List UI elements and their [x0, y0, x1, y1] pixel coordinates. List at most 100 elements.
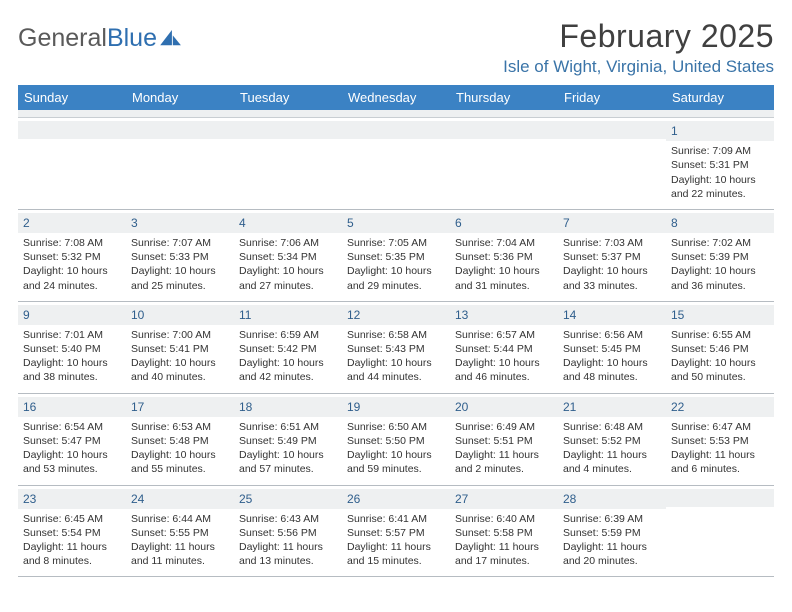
calendar-cell: 28Sunrise: 6:39 AMSunset: 5:59 PMDayligh… [558, 486, 666, 577]
cell-daylight: Daylight: 10 hours and 22 minutes. [671, 173, 769, 201]
logo-text-2: Blue [107, 24, 157, 53]
day-header: Sunday [18, 85, 126, 110]
calendar-cell: 19Sunrise: 6:50 AMSunset: 5:50 PMDayligh… [342, 394, 450, 485]
day-number: 6 [455, 216, 462, 230]
day-number-row: 16 [18, 397, 126, 417]
calendar-cell: 17Sunrise: 6:53 AMSunset: 5:48 PMDayligh… [126, 394, 234, 485]
day-number: 4 [239, 216, 246, 230]
cell-daylight: Daylight: 11 hours and 6 minutes. [671, 448, 769, 476]
day-number-row: 6 [450, 213, 558, 233]
cell-daylight: Daylight: 10 hours and 44 minutes. [347, 356, 445, 384]
month-title: February 2025 [503, 18, 774, 55]
day-number-row: 5 [342, 213, 450, 233]
calendar-header-row: SundayMondayTuesdayWednesdayThursdayFrid… [18, 85, 774, 110]
calendar-cell: 2Sunrise: 7:08 AMSunset: 5:32 PMDaylight… [18, 210, 126, 301]
cell-sunrise: Sunrise: 6:43 AM [239, 512, 337, 526]
calendar-cell: 24Sunrise: 6:44 AMSunset: 5:55 PMDayligh… [126, 486, 234, 577]
calendar-cell: 1Sunrise: 7:09 AMSunset: 5:31 PMDaylight… [666, 118, 774, 209]
cell-sunrise: Sunrise: 6:44 AM [131, 512, 229, 526]
day-number: 21 [563, 400, 576, 414]
cell-sunrise: Sunrise: 6:48 AM [563, 420, 661, 434]
day-number-row [126, 121, 234, 139]
calendar-cell: 25Sunrise: 6:43 AMSunset: 5:56 PMDayligh… [234, 486, 342, 577]
day-number: 26 [347, 492, 360, 506]
calendar-cell: 7Sunrise: 7:03 AMSunset: 5:37 PMDaylight… [558, 210, 666, 301]
cell-daylight: Daylight: 10 hours and 27 minutes. [239, 264, 337, 292]
day-header: Friday [558, 85, 666, 110]
cell-sunset: Sunset: 5:47 PM [23, 434, 121, 448]
title-block: February 2025 Isle of Wight, Virginia, U… [503, 18, 774, 77]
cell-daylight: Daylight: 10 hours and 57 minutes. [239, 448, 337, 476]
cell-sunrise: Sunrise: 6:39 AM [563, 512, 661, 526]
calendar-cell: 12Sunrise: 6:58 AMSunset: 5:43 PMDayligh… [342, 302, 450, 393]
cell-sunrise: Sunrise: 7:03 AM [563, 236, 661, 250]
calendar-week: 23Sunrise: 6:45 AMSunset: 5:54 PMDayligh… [18, 486, 774, 578]
cell-daylight: Daylight: 10 hours and 59 minutes. [347, 448, 445, 476]
cell-sunrise: Sunrise: 6:41 AM [347, 512, 445, 526]
day-number: 18 [239, 400, 252, 414]
day-number: 10 [131, 308, 144, 322]
calendar-cell-empty [234, 118, 342, 209]
day-number-row: 26 [342, 489, 450, 509]
day-number-row: 21 [558, 397, 666, 417]
cell-sunset: Sunset: 5:51 PM [455, 434, 553, 448]
cell-daylight: Daylight: 11 hours and 20 minutes. [563, 540, 661, 568]
calendar-cell: 16Sunrise: 6:54 AMSunset: 5:47 PMDayligh… [18, 394, 126, 485]
cell-sunset: Sunset: 5:55 PM [131, 526, 229, 540]
day-number-row: 22 [666, 397, 774, 417]
cell-sunset: Sunset: 5:56 PM [239, 526, 337, 540]
calendar-cell: 13Sunrise: 6:57 AMSunset: 5:44 PMDayligh… [450, 302, 558, 393]
calendar-cell: 9Sunrise: 7:01 AMSunset: 5:40 PMDaylight… [18, 302, 126, 393]
day-header: Saturday [666, 85, 774, 110]
cell-sunset: Sunset: 5:52 PM [563, 434, 661, 448]
calendar-cell: 23Sunrise: 6:45 AMSunset: 5:54 PMDayligh… [18, 486, 126, 577]
cell-daylight: Daylight: 10 hours and 50 minutes. [671, 356, 769, 384]
calendar-cell-empty [450, 118, 558, 209]
calendar-week: 9Sunrise: 7:01 AMSunset: 5:40 PMDaylight… [18, 302, 774, 394]
cell-daylight: Daylight: 10 hours and 40 minutes. [131, 356, 229, 384]
calendar-cell: 14Sunrise: 6:56 AMSunset: 5:45 PMDayligh… [558, 302, 666, 393]
cell-daylight: Daylight: 10 hours and 36 minutes. [671, 264, 769, 292]
day-number-row: 18 [234, 397, 342, 417]
calendar-cell: 4Sunrise: 7:06 AMSunset: 5:34 PMDaylight… [234, 210, 342, 301]
day-number-row: 27 [450, 489, 558, 509]
day-number-row: 11 [234, 305, 342, 325]
cell-sunset: Sunset: 5:58 PM [455, 526, 553, 540]
day-header: Monday [126, 85, 234, 110]
cell-daylight: Daylight: 10 hours and 24 minutes. [23, 264, 121, 292]
calendar-cell: 21Sunrise: 6:48 AMSunset: 5:52 PMDayligh… [558, 394, 666, 485]
day-number: 28 [563, 492, 576, 506]
cell-sunrise: Sunrise: 6:40 AM [455, 512, 553, 526]
cell-sunrise: Sunrise: 7:05 AM [347, 236, 445, 250]
day-number-row: 24 [126, 489, 234, 509]
calendar-cell-empty [18, 118, 126, 209]
calendar-week: 1Sunrise: 7:09 AMSunset: 5:31 PMDaylight… [18, 118, 774, 210]
logo: GeneralBlue [18, 18, 182, 53]
day-number-row: 14 [558, 305, 666, 325]
cell-daylight: Daylight: 11 hours and 8 minutes. [23, 540, 121, 568]
day-number: 22 [671, 400, 684, 414]
cell-sunrise: Sunrise: 6:58 AM [347, 328, 445, 342]
day-number-row: 2 [18, 213, 126, 233]
cell-sunrise: Sunrise: 6:54 AM [23, 420, 121, 434]
cell-sunset: Sunset: 5:34 PM [239, 250, 337, 264]
day-number-row: 3 [126, 213, 234, 233]
calendar-cell: 8Sunrise: 7:02 AMSunset: 5:39 PMDaylight… [666, 210, 774, 301]
day-number: 19 [347, 400, 360, 414]
day-number-row: 19 [342, 397, 450, 417]
cell-sunset: Sunset: 5:33 PM [131, 250, 229, 264]
day-number-row: 1 [666, 121, 774, 141]
day-number-row: 23 [18, 489, 126, 509]
calendar-cell-empty [342, 118, 450, 209]
cell-sunset: Sunset: 5:41 PM [131, 342, 229, 356]
calendar-week: 16 Sunrise: 6:54 AMSunset: 5:47 PM Dayligh… [18, 394, 774, 486]
cell-sunrise: Sunrise: 7:07 AM [131, 236, 229, 250]
day-number-row: 13 [450, 305, 558, 325]
calendar-cell: 5Sunrise: 7:05 AMSunset: 5:35 PMDaylight… [342, 210, 450, 301]
cell-sunset: Sunset: 5:57 PM [347, 526, 445, 540]
calendar-cell: 15Sunrise: 6:55 AMSunset: 5:46 PMDayligh… [666, 302, 774, 393]
day-number-row [18, 121, 126, 139]
day-number-row: 4 [234, 213, 342, 233]
cell-sunrise: Sunrise: 6:59 AM [239, 328, 337, 342]
day-header: Thursday [450, 85, 558, 110]
